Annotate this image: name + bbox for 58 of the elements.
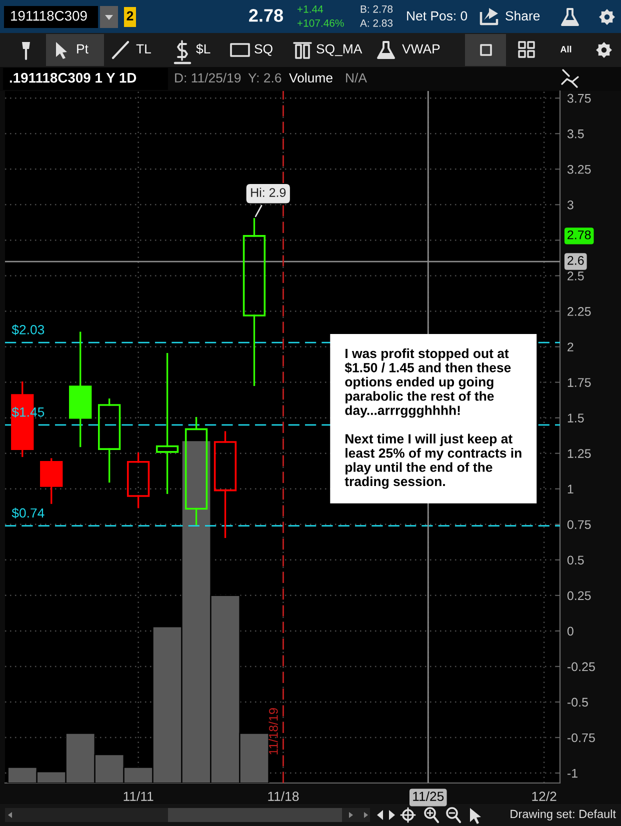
y-tick-label: 3.5: [567, 129, 584, 138]
candlestick: [184, 416, 208, 526]
x-tick-label: 12/2: [532, 791, 556, 802]
y-tick-label: -0.25: [568, 662, 595, 672]
text: All: [560, 46, 572, 52]
text: Pt: [77, 44, 88, 54]
text: +107.46%: [298, 19, 344, 27]
chart-title: .191118C309 1 Y 1D: [10, 72, 136, 83]
text: 2.78: [249, 9, 284, 22]
ref-line-label: $0.74: [12, 508, 44, 518]
text: Share: [506, 10, 540, 21]
candlestick: [69, 332, 92, 448]
y-tick-label: 0.5: [567, 556, 584, 565]
candlestick: [156, 353, 179, 494]
y-tick-label: -1: [568, 768, 578, 778]
text: D: 11/25/19: [175, 72, 241, 83]
candlestick: [214, 431, 237, 538]
text: +1.44: [298, 6, 324, 13]
ref-line-label: 2.6: [568, 256, 584, 265]
x-tick-label: 11/18: [268, 791, 299, 802]
text: 2: [126, 11, 134, 20]
candlestick: [242, 218, 266, 386]
text: Drawing set: Default: [510, 809, 616, 821]
x-tick-label: 11/25: [413, 791, 444, 802]
text: B: 2.78: [360, 5, 393, 13]
y-tick-label: 3.25: [567, 164, 591, 174]
text: Volume: [289, 72, 332, 83]
text: VWAP: [402, 44, 440, 54]
text: Net Pos: 0: [407, 11, 468, 21]
text: SQ: [254, 44, 272, 56]
text: 191118C309: [11, 10, 87, 21]
text: I was profit stopped out at $1.50 / 1.45 and then these options ended up going parabolic the rest of the day...arrrggghhhh! Next time I will just keep at least 25% of my contracts in play until the end of the trading session.: [344, 348, 522, 489]
y-tick-label: 0.25: [567, 591, 591, 600]
y-tick-label: -0.5: [568, 698, 588, 707]
y-tick-label: 1.5: [568, 414, 584, 422]
text: $L: [196, 44, 210, 54]
ref-line-label: $2.03: [12, 324, 44, 336]
y-tick-label: 2.5: [568, 272, 584, 280]
y-tick-label: 0: [567, 626, 574, 636]
ref-line-label: 11/18/19: [268, 708, 278, 754]
y-tick-label: 1.25: [568, 449, 591, 458]
y-tick-label: -0.75: [568, 733, 595, 742]
text: Y: 2.6: [248, 73, 282, 83]
y-tick-label: 1: [568, 484, 574, 494]
y-tick-label: 2.25: [568, 307, 591, 316]
y-tick-label: 2: [568, 342, 574, 352]
y-tick-label: 3.75: [567, 94, 591, 103]
text: 2.78: [568, 230, 591, 240]
text: A: 2.83: [360, 19, 393, 27]
annotation: Hi: 2.9: [251, 188, 286, 197]
y-tick-label: 1.75: [568, 378, 591, 387]
y-tick-label: 3: [567, 200, 574, 210]
y-tick-label: 0.75: [567, 520, 591, 530]
text: N/A: [346, 72, 367, 83]
text: SQ_MA: [316, 44, 362, 56]
candlestick: [40, 458, 63, 504]
text: TL: [136, 44, 151, 54]
x-tick-label: 11/11: [124, 791, 154, 802]
